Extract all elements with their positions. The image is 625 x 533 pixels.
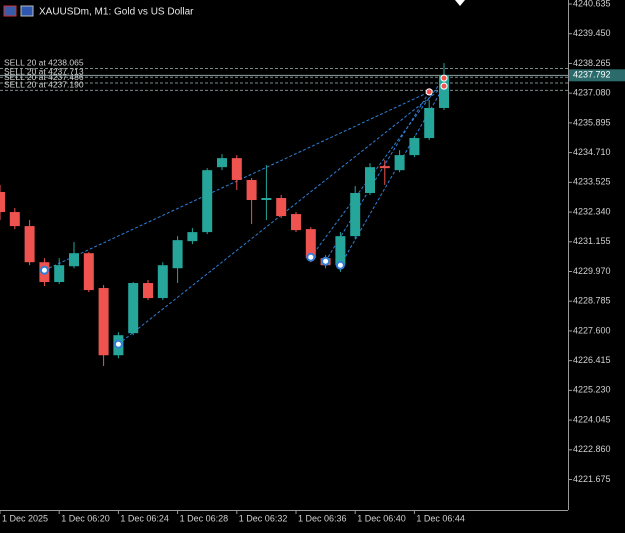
candle-body	[409, 138, 420, 156]
y-tick-label: 4231.155	[573, 236, 611, 246]
candle-body	[98, 288, 109, 356]
candle-body	[172, 240, 183, 269]
candle-body	[187, 232, 198, 242]
y-tick-label: 4225.230	[573, 385, 611, 395]
chart-title: XAUUSDm, M1: Gold vs US Dollar	[39, 7, 194, 18]
y-tick-label: 4232.340	[573, 206, 611, 216]
exit-marker	[440, 82, 448, 90]
candle-body	[217, 158, 227, 168]
candle-body	[379, 166, 390, 169]
candle-body	[143, 283, 153, 299]
icon	[20, 5, 34, 17]
candle-body	[9, 212, 20, 227]
entry-marker	[335, 260, 345, 270]
candle-body	[291, 214, 301, 231]
y-tick-label: 4229.970	[573, 266, 611, 276]
candle-body	[202, 170, 213, 233]
candle-body	[350, 192, 361, 237]
x-tick-label: 1 Dec 2025	[2, 513, 48, 523]
x-tick-label: 1 Dec 06:40	[357, 513, 406, 523]
shift-marker	[455, 0, 465, 6]
entry-marker	[321, 256, 331, 266]
trade-line	[325, 91, 430, 262]
exit-marker	[440, 74, 448, 82]
entry-marker	[306, 252, 316, 262]
candle-body	[365, 167, 375, 193]
y-tick-label: 4226.415	[573, 355, 611, 365]
last-price-box	[569, 69, 625, 82]
y-tick-label: 4233.525	[573, 177, 611, 187]
candle-body	[0, 191, 5, 213]
x-tick-label: 1 Dec 06:24	[120, 513, 169, 523]
x-tick-label: 1 Dec 06:44	[416, 513, 465, 523]
y-tick-label: 4222.860	[573, 444, 611, 454]
candle-body	[24, 226, 35, 263]
candle-body	[439, 75, 449, 108]
candle-body	[424, 107, 435, 139]
order-label: SELL 20 at 4237.190	[4, 80, 84, 90]
exit-marker	[425, 88, 433, 96]
symbol-icons	[3, 5, 34, 17]
y-tick-label: 4224.045	[573, 414, 611, 424]
y-tick-label: 4235.895	[573, 117, 611, 127]
y-tick-label: 4228.785	[573, 296, 611, 306]
order-label: SELL 20 at 4237.713	[4, 67, 84, 77]
y-tick-label: 4240.635	[573, 0, 611, 8]
candle-body	[69, 253, 79, 267]
y-tick-label: 4227.600	[573, 325, 611, 335]
x-tick-label: 1 Dec 06:20	[61, 513, 110, 523]
entry-marker	[39, 265, 49, 275]
y-tick-label: 4221.675	[573, 474, 611, 484]
order-label: SELL 20 at 4237.486	[4, 72, 84, 82]
trade-line	[310, 77, 445, 258]
candle-body	[276, 198, 287, 217]
x-tick-label: 1 Dec 06:32	[239, 513, 288, 523]
candle-body	[261, 198, 272, 201]
candle-body	[54, 265, 65, 283]
y-tick-label: 4234.710	[573, 147, 611, 157]
candle-body	[83, 253, 94, 291]
candle-body	[157, 265, 168, 299]
candle-body	[246, 179, 257, 201]
candle-body	[231, 158, 242, 180]
candle-body	[394, 155, 405, 171]
y-tick-label: 4237.080	[573, 88, 611, 98]
y-tick-label: 4239.450	[573, 28, 611, 38]
entry-marker	[113, 339, 123, 349]
x-tick-label: 1 Dec 06:28	[180, 513, 229, 523]
x-tick-label: 1 Dec 06:36	[298, 513, 347, 523]
candle-body	[128, 283, 139, 334]
candle-body	[335, 236, 346, 266]
order-label: SELL 20 at 4238.065	[4, 58, 84, 68]
icon	[3, 5, 17, 17]
y-tick-label: 4238.265	[573, 58, 611, 68]
last-price-label: 4237.792	[573, 70, 611, 80]
candle-body	[305, 229, 316, 259]
